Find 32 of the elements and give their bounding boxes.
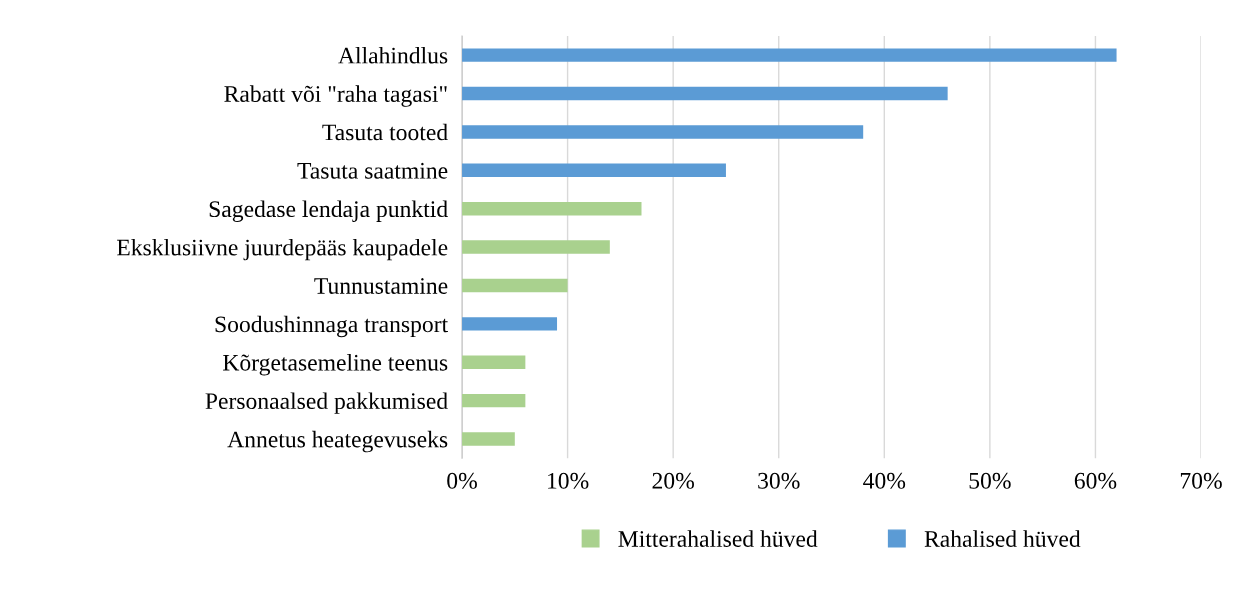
y-tick-label: Tasuta tooted	[322, 123, 448, 141]
legend-label: Mitterahalised hüved	[618, 530, 818, 547]
bar	[462, 355, 526, 369]
y-tick-label: Tunnustamine	[314, 278, 448, 294]
y-tick-label: Allahindlus	[338, 46, 448, 64]
bar	[462, 432, 515, 446]
bar	[462, 201, 642, 216]
y-tick-label: Eksklusiivne juurdepääs kaupadele	[117, 238, 448, 261]
bar	[462, 278, 568, 293]
y-tick-label: Soodushinnaga transport	[215, 315, 448, 338]
bar	[462, 393, 526, 408]
x-tick-label: 10%	[548, 472, 589, 489]
legend-label: Rahalised hüved	[924, 530, 1081, 547]
y-tick-label: Annetus heategevuseks	[227, 430, 448, 453]
bar	[462, 317, 558, 331]
bar	[462, 86, 948, 101]
bar	[462, 125, 864, 139]
x-tick-label: 20%	[652, 472, 694, 489]
y-tick-label: Kõrgetasemeline teenus	[223, 354, 448, 376]
x-tick-label: 30%	[758, 472, 800, 489]
y-tick-label: Personaalsed pakkumised	[205, 392, 448, 414]
x-tick-label: 40%	[863, 472, 906, 489]
x-tick-label: 0%	[447, 472, 477, 489]
y-tick-label: Tasuta saatmine	[297, 162, 448, 179]
bar	[462, 240, 610, 254]
x-tick-label: 60%	[1074, 472, 1117, 489]
y-tick-label: Sagedase lendaja punktid	[209, 200, 448, 222]
bar	[462, 163, 726, 178]
x-tick-label: 50%	[969, 472, 1011, 489]
bar	[462, 48, 1117, 62]
y-tick-label: Rabatt või "raha tagasi"	[224, 85, 447, 107]
x-tick-label: 70%	[1180, 472, 1222, 489]
